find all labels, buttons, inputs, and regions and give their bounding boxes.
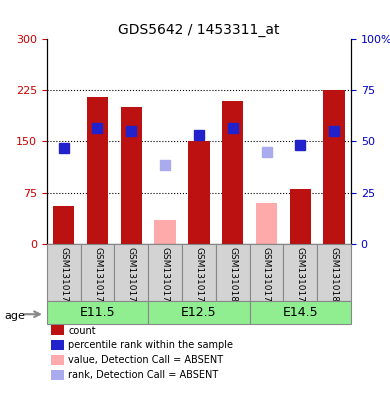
FancyBboxPatch shape bbox=[148, 301, 250, 324]
Text: E14.5: E14.5 bbox=[282, 306, 318, 319]
Bar bbox=[256, 203, 277, 244]
FancyBboxPatch shape bbox=[250, 301, 351, 324]
Text: rank, Detection Call = ABSENT: rank, Detection Call = ABSENT bbox=[68, 370, 218, 380]
Bar bbox=[222, 101, 243, 244]
Text: GSM1310179: GSM1310179 bbox=[127, 246, 136, 307]
FancyBboxPatch shape bbox=[182, 244, 216, 301]
Bar bbox=[188, 141, 209, 244]
FancyBboxPatch shape bbox=[114, 244, 148, 301]
FancyBboxPatch shape bbox=[284, 244, 317, 301]
Text: percentile rank within the sample: percentile rank within the sample bbox=[68, 340, 233, 351]
Text: GSM1310174: GSM1310174 bbox=[161, 246, 170, 307]
Text: E11.5: E11.5 bbox=[80, 306, 115, 319]
Text: E12.5: E12.5 bbox=[181, 306, 217, 319]
Bar bbox=[154, 220, 176, 244]
Bar bbox=[53, 206, 74, 244]
Text: GSM1310176: GSM1310176 bbox=[93, 246, 102, 307]
Text: GSM1310177: GSM1310177 bbox=[194, 246, 204, 307]
Text: GSM1310173: GSM1310173 bbox=[59, 246, 68, 307]
Bar bbox=[87, 97, 108, 244]
FancyBboxPatch shape bbox=[47, 301, 148, 324]
Text: GSM1310175: GSM1310175 bbox=[262, 246, 271, 307]
FancyBboxPatch shape bbox=[317, 244, 351, 301]
Text: value, Detection Call = ABSENT: value, Detection Call = ABSENT bbox=[68, 355, 223, 365]
FancyBboxPatch shape bbox=[47, 244, 81, 301]
Text: count: count bbox=[68, 325, 96, 336]
FancyBboxPatch shape bbox=[81, 244, 114, 301]
FancyBboxPatch shape bbox=[148, 244, 182, 301]
Bar bbox=[121, 107, 142, 244]
Text: GSM1310181: GSM1310181 bbox=[330, 246, 339, 307]
Text: GSM1310178: GSM1310178 bbox=[296, 246, 305, 307]
Bar bbox=[290, 189, 311, 244]
Text: age: age bbox=[4, 311, 25, 321]
Bar bbox=[323, 90, 345, 244]
Text: GSM1310180: GSM1310180 bbox=[228, 246, 237, 307]
Title: GDS5642 / 1453311_at: GDS5642 / 1453311_at bbox=[118, 23, 280, 37]
FancyBboxPatch shape bbox=[216, 244, 250, 301]
FancyBboxPatch shape bbox=[250, 244, 284, 301]
